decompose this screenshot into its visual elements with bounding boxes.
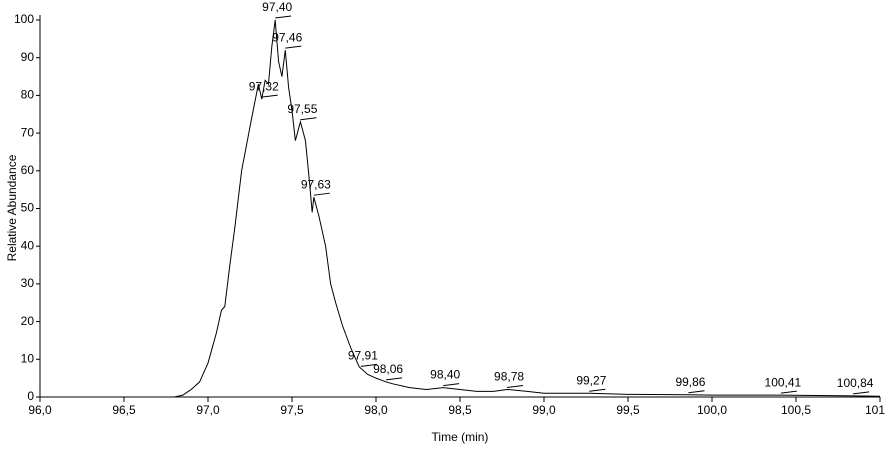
- annotation-label: 97,55: [287, 102, 317, 116]
- y-tick-label: 20: [21, 314, 35, 328]
- x-tick-label: 100,0: [697, 403, 727, 417]
- y-tick-label: 80: [21, 88, 35, 102]
- x-tick-label: 96,5: [112, 403, 136, 417]
- trace-line: [40, 19, 881, 398]
- y-tick-label: 50: [21, 201, 35, 215]
- annotation-leader: [313, 192, 330, 196]
- x-tick-label: 97,5: [280, 403, 304, 417]
- annotation-leader: [285, 45, 302, 49]
- annotation-leader: [506, 384, 524, 388]
- annotation-label: 98,78: [494, 370, 524, 384]
- annotation-label: 97,40: [262, 0, 292, 14]
- x-tick-label: 99,5: [616, 403, 640, 417]
- y-tick-label: 60: [21, 163, 35, 177]
- annotation-label: 99,86: [675, 375, 705, 389]
- annotation-leader: [360, 363, 377, 367]
- y-tick-label: 100: [14, 12, 34, 26]
- x-tick-label: 100,5: [781, 403, 811, 417]
- y-tick-label: 40: [21, 238, 35, 252]
- annotation-leader: [780, 390, 797, 394]
- annotation-leader: [853, 391, 870, 395]
- y-tick-label: 0: [27, 389, 34, 403]
- annotation-label: 97,32: [249, 79, 279, 93]
- annotation-leader: [275, 15, 292, 19]
- annotation-leader: [300, 117, 317, 121]
- annotation-label: 100,84: [837, 376, 874, 390]
- y-axis-label: Relative Abundance: [5, 154, 19, 261]
- annotation-leader: [589, 388, 606, 392]
- annotation-leader: [386, 377, 403, 381]
- x-axis-label: Time (min): [432, 430, 489, 444]
- annotation-leader: [688, 390, 705, 394]
- annotation-label: 97,91: [348, 349, 378, 363]
- annotation-label: 99,27: [576, 373, 606, 387]
- annotation-label: 98,06: [373, 362, 403, 376]
- y-tick-label: 30: [21, 276, 35, 290]
- x-tick-label: 98,5: [448, 403, 472, 417]
- y-tick-label: 10: [21, 351, 35, 365]
- annotation-label: 97,46: [272, 30, 302, 44]
- annotation-label: 98,40: [430, 368, 460, 382]
- y-tick-label: 90: [21, 50, 35, 64]
- x-tick-label: 101,0: [865, 403, 886, 417]
- annotation-label: 100,41: [765, 375, 802, 389]
- annotation-leader: [261, 94, 278, 98]
- x-tick-label: 97,0: [196, 403, 220, 417]
- x-tick-label: 98,0: [364, 403, 388, 417]
- annotation-label: 97,63: [301, 177, 331, 191]
- y-tick-label: 70: [21, 125, 35, 139]
- annotation-leader: [443, 383, 460, 387]
- x-tick-label: 99,0: [532, 403, 556, 417]
- x-tick-label: 96,0: [28, 403, 52, 417]
